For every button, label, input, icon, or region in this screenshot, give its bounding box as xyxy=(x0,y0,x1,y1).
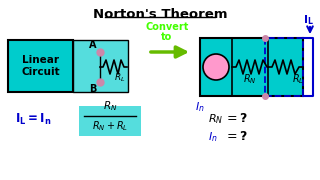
FancyBboxPatch shape xyxy=(73,40,128,92)
Text: to: to xyxy=(161,32,172,42)
Text: $I_n$: $I_n$ xyxy=(208,130,218,144)
Text: $R_N + R_L$: $R_N + R_L$ xyxy=(92,119,128,133)
Text: $R_N$: $R_N$ xyxy=(243,72,257,86)
Text: A: A xyxy=(89,40,97,50)
Text: $\mathbf{I_L = I_n}$: $\mathbf{I_L = I_n}$ xyxy=(15,112,51,127)
FancyBboxPatch shape xyxy=(8,40,73,92)
Text: $R_N$: $R_N$ xyxy=(208,112,223,126)
Text: Convert: Convert xyxy=(145,22,189,32)
Text: Norton's Theorem: Norton's Theorem xyxy=(93,8,227,21)
Text: $I_n$: $I_n$ xyxy=(195,100,205,114)
FancyBboxPatch shape xyxy=(79,106,141,136)
Text: $R_L$: $R_L$ xyxy=(292,72,304,86)
Text: $= \mathbf{?}$: $= \mathbf{?}$ xyxy=(224,112,248,125)
Circle shape xyxy=(203,54,229,80)
Text: $R_N$: $R_N$ xyxy=(103,99,117,113)
Text: $= \mathbf{?}$: $= \mathbf{?}$ xyxy=(224,130,248,143)
Text: $\mathbf{I_L}$: $\mathbf{I_L}$ xyxy=(302,13,314,27)
FancyBboxPatch shape xyxy=(200,38,303,96)
Text: Circuit: Circuit xyxy=(21,67,60,77)
Text: B: B xyxy=(89,84,97,94)
Text: $R_L$: $R_L$ xyxy=(114,72,126,84)
Text: Linear: Linear xyxy=(22,55,59,65)
